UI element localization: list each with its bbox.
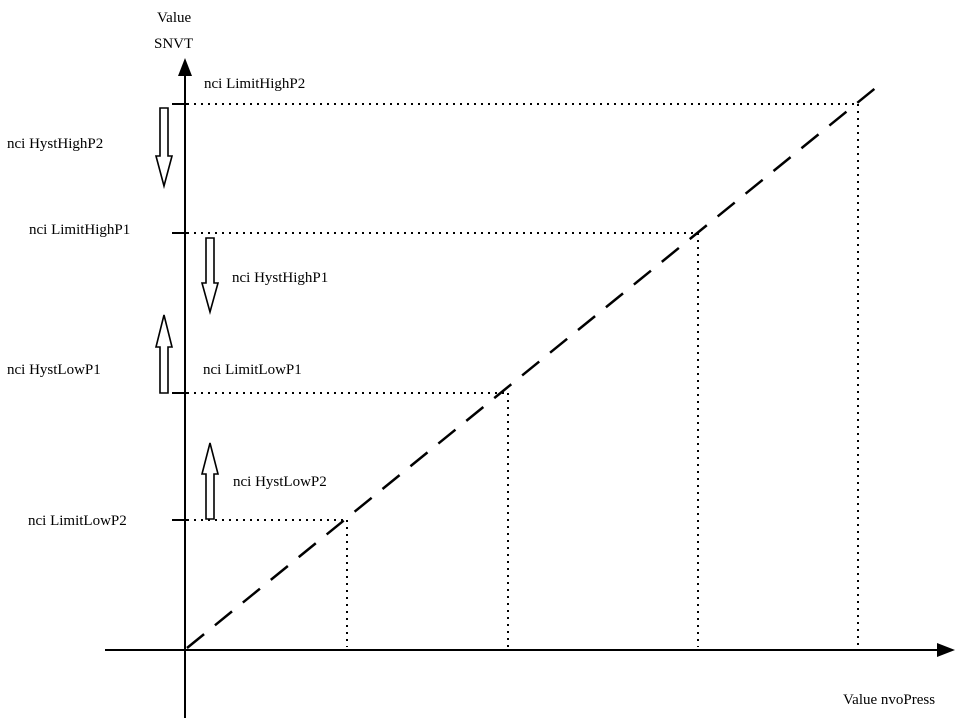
limit-high-p2-label: nci LimitHighP2 (204, 76, 305, 92)
limit-low-p1-label: nci LimitLowP1 (203, 362, 302, 378)
limit-low-p2-label: nci LimitLowP2 (28, 513, 127, 529)
x-axis-arrowhead (937, 643, 955, 657)
hyst-low-p2-up-arrow-icon (200, 442, 220, 520)
hyst-low-p1-up-arrow-icon (154, 314, 174, 394)
limit-high-p1-label: nci LimitHighP1 (29, 222, 130, 238)
y-axis-label-line2: SNVT (154, 36, 193, 52)
hyst-low-p1-label: nci HystLowP1 (7, 362, 101, 378)
x-axis-label: Value nvoPress (843, 692, 935, 708)
hyst-high-p2-down-arrow-icon (154, 107, 174, 190)
hyst-high-p2-label: nci HystHighP2 (7, 136, 103, 152)
y-axis-arrowhead (178, 58, 192, 76)
hyst-high-p1-label: nci HystHighP1 (232, 270, 328, 286)
transfer-line (186, 85, 879, 649)
hyst-high-p1-down-arrow-icon (200, 237, 220, 316)
hyst-low-p2-label: nci HystLowP2 (233, 474, 327, 490)
y-axis-label-line1: Value (157, 10, 191, 26)
